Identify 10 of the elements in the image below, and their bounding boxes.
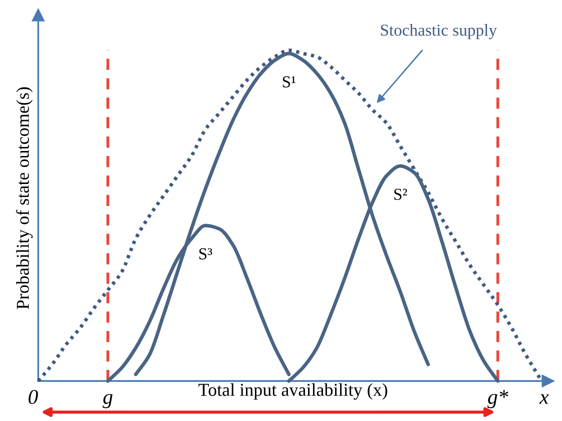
text: Stochastic supply: [380, 24, 497, 40]
x-tick-label: x: [539, 394, 549, 404]
x-tick-label: g*: [487, 390, 508, 408]
series-label: S¹: [282, 76, 296, 88]
series-label: S²: [394, 188, 408, 200]
y-axis-title: Probability of state outcome(s): [16, 87, 33, 310]
series-label: S³: [199, 248, 212, 260]
x-tick-label: g: [102, 394, 112, 408]
x-axis-title: Total input availability (x): [198, 383, 388, 400]
x-tick-label: 0: [28, 390, 38, 404]
